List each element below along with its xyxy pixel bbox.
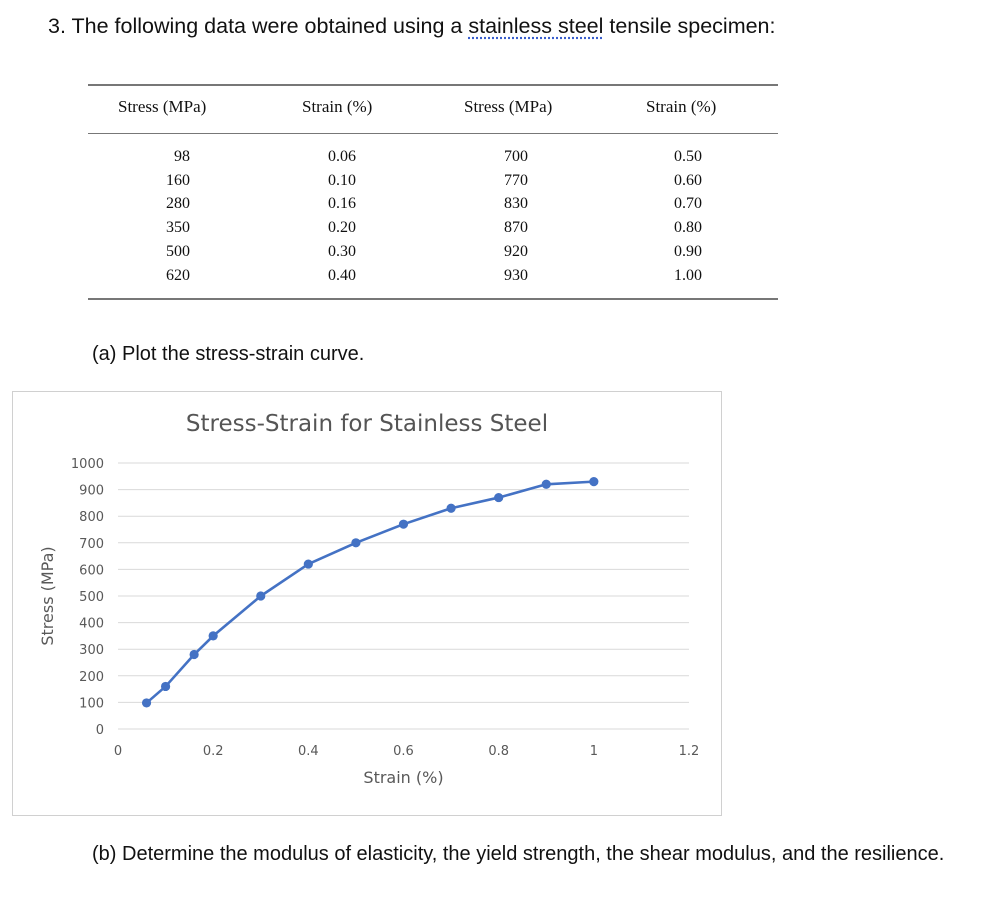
table-cell: 0.50 <box>674 148 702 165</box>
table-cell: 160 <box>166 171 190 189</box>
y-tick-label: 100 <box>79 696 104 711</box>
data-point <box>208 631 218 641</box>
x-tick-label: 0.8 <box>488 744 509 759</box>
table-cell: 0.40 <box>328 266 356 284</box>
chart-title: Stress-Strain for Stainless Steel <box>186 411 548 437</box>
y-tick-label: 500 <box>79 590 104 605</box>
part-b-text: (b) Determine the modulus of elasticity,… <box>92 843 945 865</box>
data-table: Stress (MPa) Strain (%) Stress (MPa) Str… <box>88 84 778 302</box>
data-point <box>189 649 199 660</box>
table-cell: 620 <box>166 266 190 284</box>
table-header-stress-1: Stress (MPa) <box>118 97 207 116</box>
x-tick-label: 0.6 <box>393 744 414 759</box>
part-a-text: (a) Plot the stress-strain curve. <box>92 343 365 365</box>
data-point <box>589 477 599 487</box>
y-axis-label: Stress (MPa) <box>38 546 57 645</box>
stress-strain-chart: Stress-Strain for Stainless Steel 0 100 200… <box>38 411 700 787</box>
table-top-rule <box>88 84 778 86</box>
table-cell: 0.16 <box>328 195 356 213</box>
data-point <box>160 681 171 692</box>
x-tick-label: 0.2 <box>203 744 224 759</box>
x-tick-label: 1 <box>590 744 598 759</box>
table-cell: 0.30 <box>328 242 356 260</box>
table-cell: 0.90 <box>674 242 702 260</box>
table-cell: 830 <box>504 195 528 213</box>
table-cell: 930 <box>504 266 528 284</box>
table-header-strain-2: Strain (%) <box>646 97 717 116</box>
table-cell: 500 <box>166 242 190 260</box>
y-tick-label: 800 <box>79 510 104 525</box>
table-cell: 350 <box>166 219 190 237</box>
chart-container: Stress-Strain for Stainless Steel 0 100 200… <box>12 391 722 816</box>
table-cell: 870 <box>504 219 528 237</box>
y-tick-label: 400 <box>79 617 104 632</box>
table-column-strain-1: 0.06 0.10 0.16 0.20 0.30 0.40 <box>328 145 356 287</box>
data-point <box>303 559 313 569</box>
table-header-rule <box>88 133 778 134</box>
table-bottom-rule <box>88 298 778 300</box>
question-title: 3. The following data were obtained usin… <box>48 14 776 39</box>
y-tick-label: 700 <box>79 537 104 552</box>
table-header-strain-1: Strain (%) <box>302 97 373 116</box>
table-cell: 0.06 <box>328 148 356 165</box>
data-point <box>256 591 266 601</box>
table-cell: 770 <box>504 171 528 189</box>
data-point <box>351 538 361 548</box>
table-cell: 920 <box>504 242 528 260</box>
table-cell: 0.10 <box>328 171 356 189</box>
y-tick-label: 200 <box>79 670 104 685</box>
table-cell: 700 <box>504 148 528 165</box>
y-tick-label: 0 <box>96 723 104 738</box>
table-cell: 280 <box>166 195 190 213</box>
table-column-stress-1: 98 160 280 350 500 620 <box>160 145 190 287</box>
series-line <box>145 480 594 704</box>
question-suffix: tensile specimen: <box>609 14 776 38</box>
x-tick-label: 1.2 <box>679 744 700 759</box>
table-cell: 0.80 <box>674 219 702 237</box>
question-highlight: stainless steel <box>468 14 604 38</box>
data-point <box>446 503 456 513</box>
data-point <box>541 479 551 489</box>
table-column-stress-2: 700 770 830 870 920 930 <box>504 145 528 287</box>
data-point <box>141 698 152 708</box>
y-tick-label: 300 <box>79 643 104 658</box>
x-tick-label: 0.4 <box>298 744 319 759</box>
x-axis-label: Strain (%) <box>363 768 443 787</box>
table-cell: 1.00 <box>674 266 702 284</box>
table-cell: 0.70 <box>674 195 702 213</box>
data-point <box>398 519 409 529</box>
table-cell: 0.60 <box>674 171 702 189</box>
table-cell: 0.20 <box>328 219 356 237</box>
table-cell: 98 <box>174 148 190 165</box>
y-tick-label: 900 <box>79 484 104 499</box>
y-tick-label: 600 <box>79 563 104 578</box>
data-point <box>494 492 504 503</box>
question-prefix: 3. The following data were obtained usin… <box>48 14 463 38</box>
table-header-stress-2: Stress (MPa) <box>464 97 553 116</box>
x-tick-label: 0 <box>114 744 122 759</box>
y-tick-label: 1000 <box>71 457 104 472</box>
table-column-strain-2: 0.50 0.60 0.70 0.80 0.90 1.00 <box>674 145 702 287</box>
